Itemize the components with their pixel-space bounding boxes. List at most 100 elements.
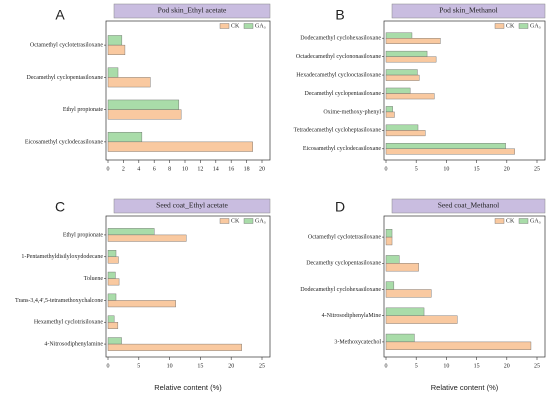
bar — [385, 315, 458, 324]
bar — [107, 109, 182, 120]
plot-frame — [383, 215, 546, 358]
bar — [107, 99, 180, 110]
bar — [107, 44, 126, 56]
x-tick-label: 16 — [228, 166, 234, 172]
x-tick-label: 15 — [474, 166, 480, 172]
y-tick-label: Hexadecamethyl cyclooctasiloxane — [296, 72, 381, 78]
bar — [385, 341, 532, 350]
panel-header — [391, 198, 546, 214]
x-tick-label: 14 — [213, 166, 219, 172]
bar — [385, 87, 411, 94]
plot-frame — [105, 215, 271, 358]
panel-title: Seed coat_Ethyl acetate — [156, 201, 228, 210]
bar — [385, 307, 425, 316]
x-tick-label: 4 — [137, 166, 140, 172]
x-tick-label: 10 — [443, 166, 449, 172]
legend-swatch — [518, 23, 529, 29]
x-tick-label: 10 — [443, 363, 449, 369]
bar — [385, 124, 419, 131]
bar — [385, 69, 418, 76]
x-tick-label: 20 — [504, 363, 510, 369]
bar — [385, 143, 506, 149]
legend-swatch — [219, 218, 230, 224]
y-tick-label: Ethyl propionate — [63, 232, 103, 238]
x-tick-label: 2 — [122, 166, 125, 172]
x-tick-label: 8 — [168, 166, 171, 172]
bar — [385, 255, 400, 264]
bar — [107, 67, 119, 78]
y-tick-label: Octadecamethyl cyclononasiloxane — [296, 54, 381, 60]
bar — [385, 93, 435, 100]
y-tick-label: Decamethyl cyclopentasiloxane — [27, 75, 104, 81]
legend-label: CK — [231, 23, 240, 29]
panel-title: Seed coat_Methanol — [438, 201, 499, 210]
bar — [107, 228, 155, 236]
panel-header — [113, 198, 271, 214]
y-tick-label: Eicosamethyl cyclodecasiloxane — [25, 139, 103, 145]
bar — [107, 315, 115, 323]
panel-header — [113, 3, 271, 19]
legend-swatch — [243, 218, 254, 224]
bar — [107, 343, 242, 351]
bar — [107, 271, 116, 279]
legend-label: CK — [506, 23, 515, 29]
x-tick-label: 15 — [474, 363, 480, 369]
bar — [385, 263, 419, 272]
x-tick-label: 5 — [415, 363, 418, 369]
bar — [385, 38, 441, 44]
bar — [107, 131, 143, 143]
x-tick-label: 12 — [197, 166, 203, 172]
y-tick-label: 1-Pentamethyldisilyloxydodecane — [21, 254, 103, 260]
x-tick-label: 0 — [107, 363, 110, 369]
y-tick-label: Trans-3,4,4',5-tetramethoxychalcone — [15, 298, 103, 304]
x-tick-label: 10 — [167, 363, 173, 369]
y-tick-label: Toluene — [84, 276, 104, 282]
bar — [385, 236, 393, 246]
bar — [385, 281, 395, 290]
x-tick-label: 0 — [385, 363, 388, 369]
bar — [107, 300, 176, 308]
bar — [385, 32, 413, 39]
panel-title: Pod skin_Methanol — [439, 6, 498, 15]
bar — [107, 249, 117, 257]
bar — [107, 322, 119, 330]
plot-frame — [383, 20, 546, 161]
y-tick-label: Hexamethyl cyclotrisiloxane — [34, 320, 103, 326]
bar — [385, 229, 393, 238]
bar — [385, 106, 393, 113]
x-tick-label: 0 — [107, 166, 110, 172]
y-tick-label: Tetradecamethyl cycloheptasiloxane — [294, 128, 382, 134]
bar — [107, 293, 117, 301]
x-tick-label: 18 — [244, 166, 250, 172]
bar — [107, 234, 187, 242]
bar — [385, 74, 420, 81]
y-tick-label: Octamethyl cyclotetrasiloxane — [308, 234, 381, 240]
legend-label: GA₃ — [255, 23, 266, 29]
x-tick-label: 6 — [153, 166, 156, 172]
bar — [385, 56, 437, 63]
x-tick-label: 25 — [259, 363, 265, 369]
x-axis-label: Relative content (%) — [154, 383, 222, 392]
bar — [107, 35, 123, 46]
x-tick-label: 15 — [197, 363, 203, 369]
y-tick-label: Decamethy cyclopentasiloxane — [306, 261, 381, 267]
y-tick-label: 3-Methoxycatechol — [334, 339, 381, 345]
x-tick-label: 25 — [534, 363, 540, 369]
x-tick-label: 20 — [228, 363, 234, 369]
y-tick-label: Eicosamethyl cyclodecasiloxane — [303, 146, 381, 152]
bar — [385, 111, 395, 118]
panel-header — [391, 3, 546, 19]
x-tick-label: 25 — [534, 166, 540, 172]
x-axis-label: Relative content (%) — [431, 383, 499, 392]
legend-label: GA₃ — [530, 23, 541, 29]
y-tick-label: 4-Nitrosodiphenylamine — [44, 341, 103, 347]
y-tick-label: Decamethyl cyclopentasiloxane — [305, 91, 382, 97]
x-tick-label: 20 — [504, 166, 510, 172]
panel-letter: B — [335, 7, 344, 23]
bar — [385, 148, 515, 155]
legend-swatch — [494, 23, 505, 29]
bar — [107, 141, 253, 152]
x-tick-label: 5 — [415, 166, 418, 172]
y-tick-label: Oxime-methoxy-phenyl — [323, 109, 381, 115]
